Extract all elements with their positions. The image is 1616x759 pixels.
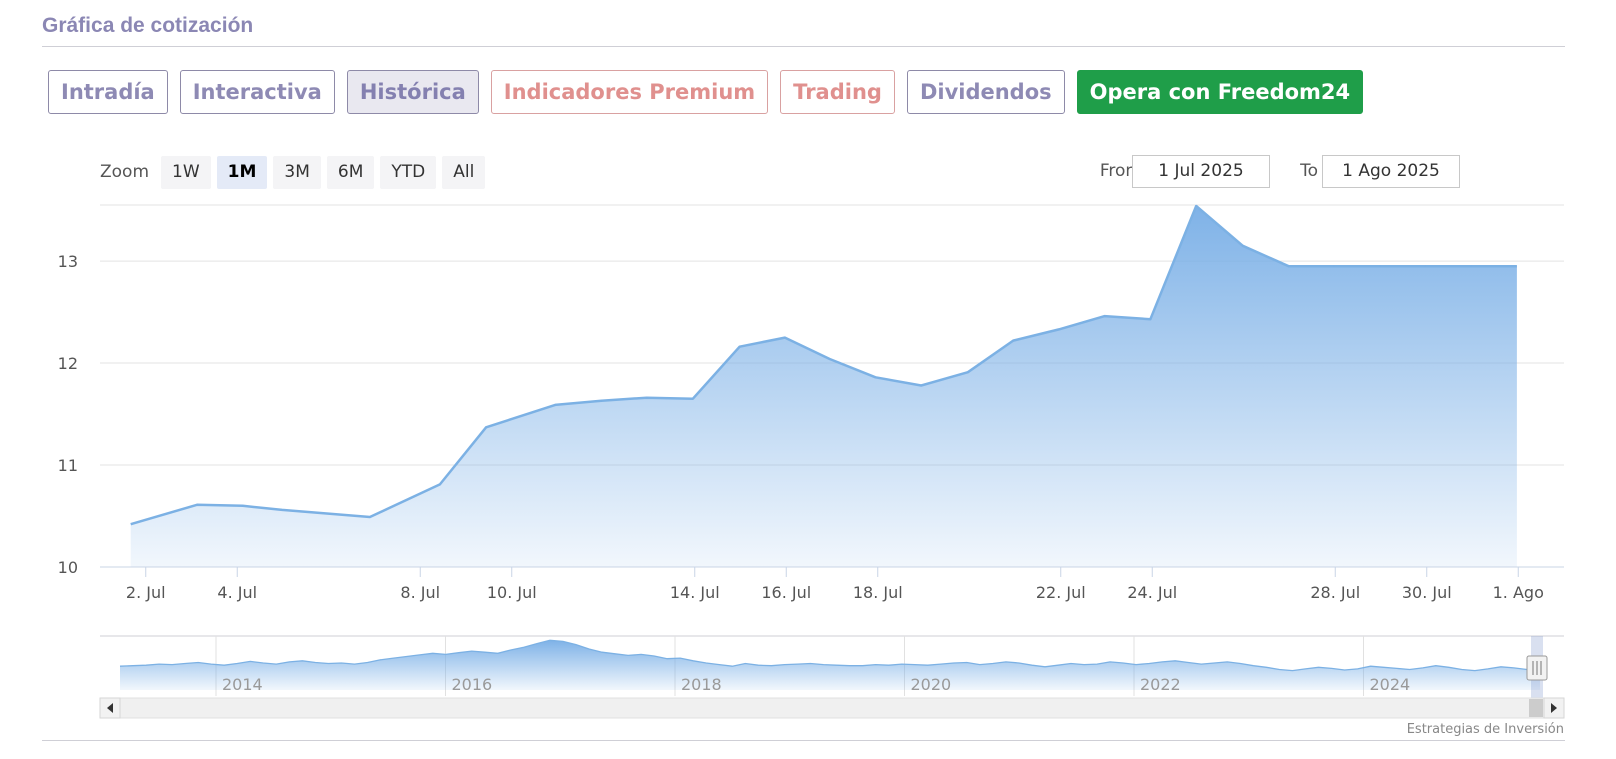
- arrow-right-icon: [1551, 703, 1557, 713]
- data-point-10: [692, 398, 694, 400]
- data-point-21: [1195, 205, 1197, 207]
- zoom-3m-button[interactable]: 3M: [273, 155, 321, 189]
- zoom-label: Zoom: [100, 162, 150, 182]
- data-point-19: [1104, 315, 1106, 317]
- navigator-line: [119, 639, 1541, 672]
- zoom-6m-button[interactable]: 6M: [326, 155, 375, 189]
- navigator-scrollbar-thumb[interactable]: [1529, 699, 1543, 717]
- chart-credit: Estrategias de Inversión: [1407, 722, 1564, 737]
- to-label: To: [1300, 161, 1318, 181]
- data-point-26: [1424, 265, 1426, 267]
- zoom-ytd-button[interactable]: YTD: [380, 155, 437, 189]
- x-tick-label-9: 28. Jul: [1310, 583, 1360, 602]
- data-point-8: [600, 400, 602, 402]
- zoom-1w-button[interactable]: 1W: [161, 155, 211, 189]
- tab-dividendos[interactable]: Dividendos: [906, 70, 1065, 114]
- x-tick-label-8: 24. Jul: [1127, 583, 1177, 602]
- from-label: From: [1099, 161, 1142, 181]
- data-point-11: [739, 346, 741, 348]
- tab-interactiva[interactable]: Interactiva: [179, 70, 335, 114]
- data-point-25: [1379, 265, 1381, 267]
- data-point-16: [967, 371, 969, 373]
- zoom-1m-button[interactable]: 1M: [216, 155, 268, 189]
- to-date-input[interactable]: 1 Ago 2025: [1322, 155, 1460, 188]
- data-point-4: [369, 516, 371, 518]
- y-tick-label-13: 13: [58, 252, 78, 271]
- data-point-1: [196, 504, 198, 506]
- tab-intradia[interactable]: Intradía: [48, 70, 168, 114]
- arrow-left-icon: [107, 703, 113, 713]
- x-tick-label-10: 30. Jul: [1402, 583, 1452, 602]
- data-point-7: [554, 404, 556, 406]
- x-tick-label-2: 8. Jul: [400, 583, 440, 602]
- x-tick-label-4: 14. Jul: [670, 583, 720, 602]
- data-point-13: [829, 358, 831, 360]
- data-point-14: [874, 376, 876, 378]
- data-point-17: [1012, 340, 1014, 342]
- x-tick-label-1: 4. Jul: [217, 583, 257, 602]
- navigator-year-label-3: 2020: [911, 675, 952, 694]
- navigator-year-label-2: 2018: [681, 675, 722, 694]
- data-point-3: [281, 509, 283, 511]
- navigator-scrollbar-track: [99, 697, 1565, 719]
- data-point-18: [1058, 328, 1060, 330]
- opera-freedom24-button[interactable]: Opera con Freedom24: [1076, 70, 1364, 114]
- data-point-6: [485, 426, 487, 428]
- data-point-24: [1333, 265, 1335, 267]
- bottom-divider: [42, 740, 1565, 741]
- x-tick-label-11: 1. Ago: [1493, 583, 1544, 602]
- tab-trading[interactable]: Trading: [780, 70, 895, 114]
- x-tick-label-0: 2. Jul: [126, 583, 166, 602]
- data-point-9: [646, 397, 648, 399]
- tab-indicadores-premium[interactable]: Indicadores Premium: [490, 70, 769, 114]
- y-tick-label-12: 12: [58, 354, 78, 373]
- data-point-5: [439, 483, 441, 485]
- data-point-23: [1288, 265, 1290, 267]
- zoom-selector: Zoom 1W 1M 3M 6M YTD All: [100, 155, 486, 189]
- data-point-28: [1516, 265, 1518, 267]
- data-point-15: [920, 384, 922, 386]
- zoom-all-button[interactable]: All: [442, 155, 486, 189]
- data-point-12: [784, 337, 786, 339]
- y-tick-label-11: 11: [58, 456, 78, 475]
- data-point-22: [1242, 245, 1244, 247]
- data-point-0: [130, 523, 132, 525]
- section-title: Gráfica de cotización: [42, 14, 254, 37]
- title-divider: [42, 46, 1565, 47]
- chart-type-tabs: Intradía Interactiva Histórica Indicador…: [48, 70, 1364, 114]
- data-point-2: [242, 505, 244, 507]
- x-tick-label-7: 22. Jul: [1036, 583, 1086, 602]
- navigator-year-label-5: 2024: [1370, 675, 1411, 694]
- x-tick-label-3: 10. Jul: [487, 583, 537, 602]
- tab-historica[interactable]: Histórica: [346, 70, 479, 114]
- navigator-year-label-4: 2022: [1140, 675, 1181, 694]
- data-point-27: [1470, 265, 1472, 267]
- data-point-20: [1149, 318, 1151, 320]
- from-date-input[interactable]: 1 Jul 2025: [1132, 155, 1270, 188]
- y-tick-label-10: 10: [58, 558, 78, 577]
- x-tick-label-6: 18. Jul: [853, 583, 903, 602]
- price-area: [130, 206, 1517, 567]
- price-line: [130, 204, 1517, 526]
- x-tick-label-5: 16. Jul: [761, 583, 811, 602]
- navigator-year-label-0: 2014: [222, 675, 263, 694]
- navigator-year-label-1: 2016: [452, 675, 493, 694]
